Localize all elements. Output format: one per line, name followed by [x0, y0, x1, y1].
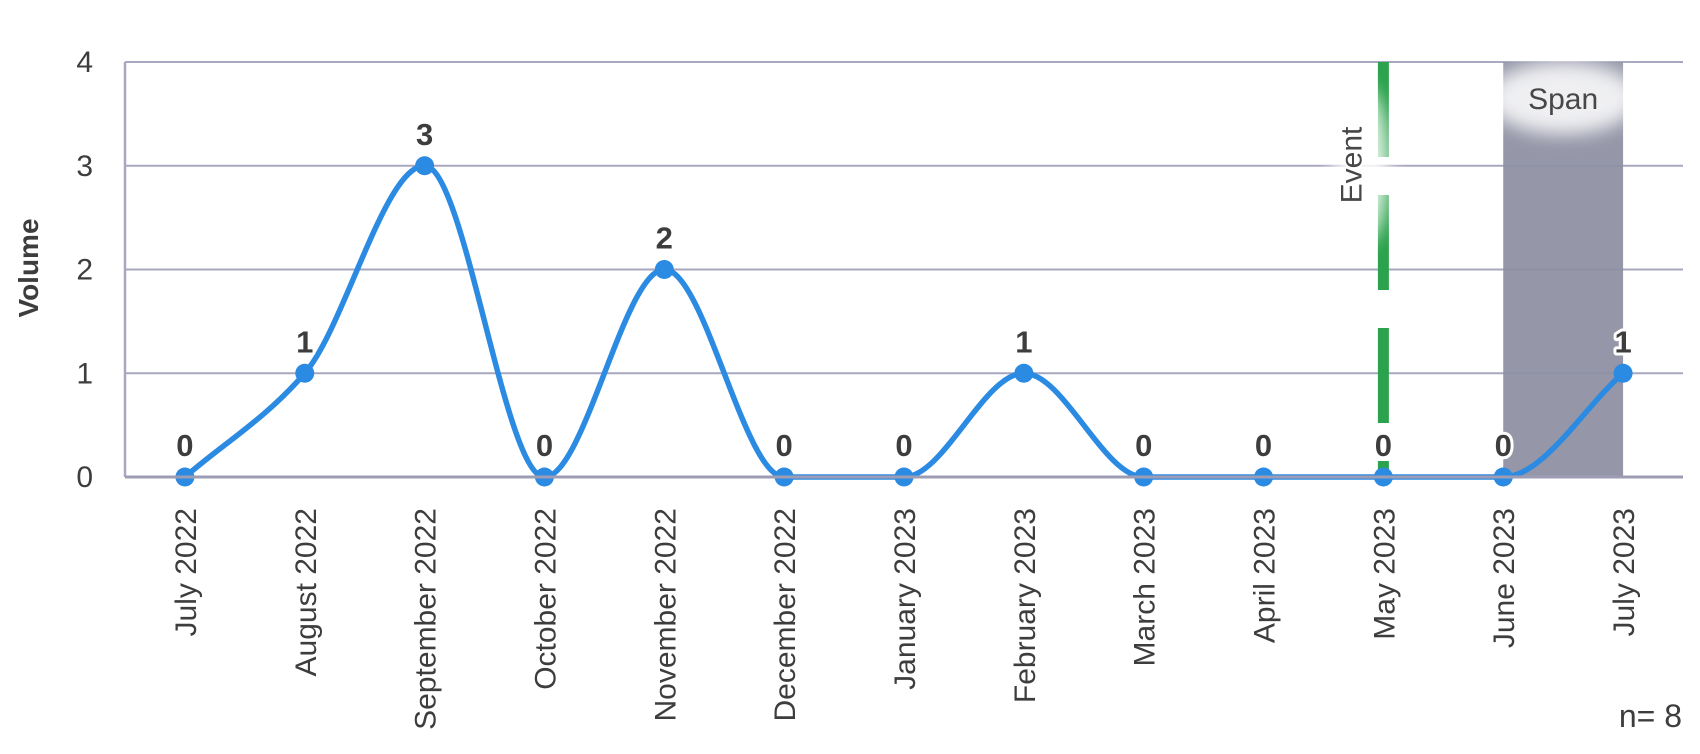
data-point-label: 0	[536, 428, 553, 463]
labels-layer: 0 1 3 0 2 0 0 1 0 0 0 0 1 July 2022 August 2022 Septemb…	[170, 114, 1641, 730]
y-tick-label: 3	[76, 150, 93, 183]
data-point	[295, 363, 315, 383]
x-tick-label: July 2022	[170, 508, 203, 636]
span-region-layer: Span	[1488, 62, 1639, 477]
x-tick-label: September 2022	[410, 508, 443, 730]
data-point-label: 0	[1495, 428, 1512, 463]
data-point-label: 0	[1375, 428, 1392, 463]
data-point-label: 2	[656, 221, 673, 256]
x-tick-label: August 2022	[290, 508, 323, 676]
data-point	[1613, 363, 1633, 383]
y-axis-title: Volume	[13, 218, 44, 317]
axes-layer: 0 1 2 3 4 Volume	[13, 46, 1683, 494]
x-tick-label: March 2023	[1129, 508, 1162, 666]
data-point-label: 0	[176, 428, 193, 463]
data-point-label: 0	[1135, 428, 1152, 463]
y-tick-label: 2	[76, 254, 93, 287]
y-tick-label: 4	[76, 46, 93, 79]
event-line-layer: Event	[1333, 62, 1390, 477]
x-tick-label: December 2022	[769, 508, 802, 721]
event-label-glow	[1333, 85, 1390, 245]
data-point-label: 1	[1015, 324, 1032, 359]
data-point-label: 1	[296, 324, 313, 359]
sample-size-label: n= 8	[1618, 698, 1682, 734]
y-tick-label: 0	[76, 461, 93, 494]
data-point-label: 0	[895, 428, 912, 463]
span-label: Span	[1528, 83, 1598, 116]
x-tick-label: October 2022	[529, 508, 562, 690]
x-tick-label: February 2023	[1009, 508, 1042, 703]
data-point	[654, 260, 674, 279]
x-tick-label: May 2023	[1368, 508, 1401, 640]
data-point-label: 1	[1614, 324, 1631, 359]
data-point-label: 0	[1255, 428, 1272, 463]
x-tick-label: November 2022	[649, 508, 682, 721]
data-point	[415, 156, 435, 176]
x-tick-label: April 2023	[1249, 508, 1282, 643]
data-point-label: 3	[416, 117, 433, 152]
y-tick-label: 1	[76, 357, 93, 390]
x-tick-label: July 2023	[1608, 508, 1641, 636]
x-tick-label: June 2023	[1488, 508, 1521, 648]
x-tick-label: January 2023	[889, 508, 922, 690]
span-label-glow	[1488, 62, 1639, 134]
data-point-label: 0	[776, 428, 793, 463]
event-label: Event	[1335, 126, 1368, 203]
data-point	[1014, 363, 1034, 383]
